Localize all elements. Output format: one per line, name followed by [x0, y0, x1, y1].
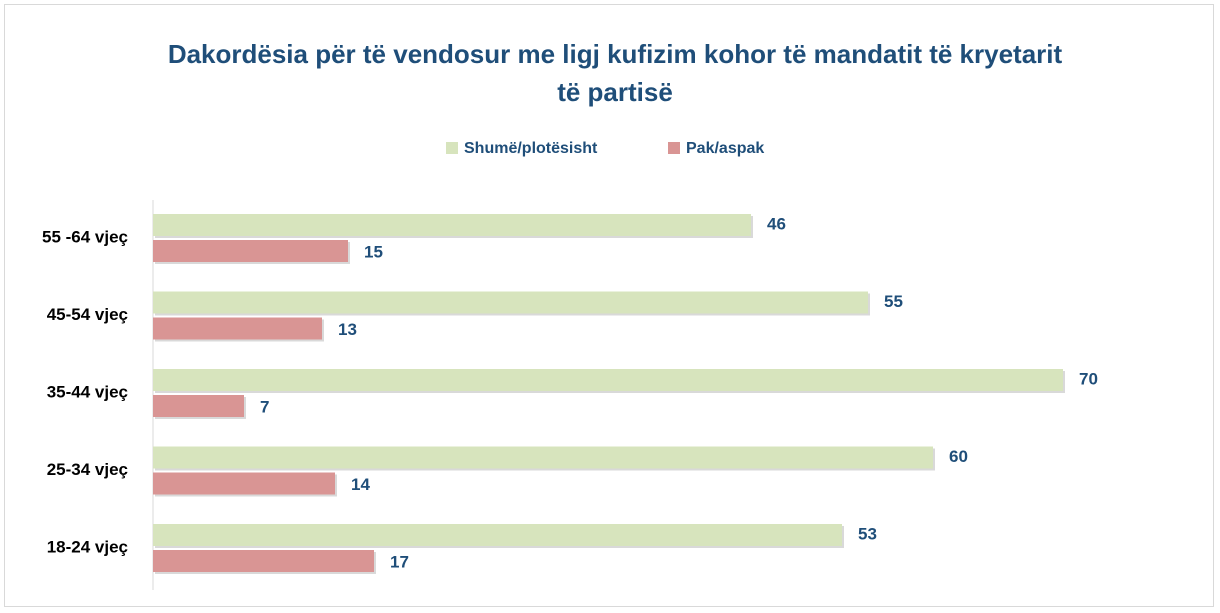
data-label: 46: [767, 214, 786, 233]
bar: [153, 395, 244, 417]
data-label: 14: [351, 475, 370, 494]
y-tick-label: 55 -64 vjeç: [42, 227, 128, 246]
data-label: 53: [858, 524, 877, 543]
bar: [153, 369, 1063, 391]
data-label: 17: [390, 552, 409, 571]
y-tick-label: 25-34 vjeç: [47, 460, 128, 479]
legend-swatch: [446, 142, 458, 154]
bar: [153, 214, 751, 236]
y-tick-label: 18-24 vjeç: [47, 537, 128, 556]
bar: [153, 524, 842, 546]
data-label: 70: [1079, 369, 1098, 388]
y-tick-label: 35-44 vjeç: [47, 382, 128, 401]
data-label: 55: [884, 292, 903, 311]
data-label: 13: [338, 320, 357, 339]
bar: [153, 550, 374, 572]
data-label: 15: [364, 242, 383, 261]
legend-label: Pak/aspak: [686, 140, 764, 157]
chart-title: Dakordësia për të vendosur me ligj kufiz…: [167, 39, 1063, 107]
data-label: 60: [949, 447, 968, 466]
y-tick-label: 45-54 vjeç: [47, 305, 128, 324]
bar: [153, 446, 933, 469]
legend-swatch: [668, 142, 680, 154]
bar: [153, 291, 868, 314]
bar: [153, 240, 348, 262]
bar: [153, 472, 335, 495]
chart-frame: Dakordësia për të vendosur me ligj kufiz…: [4, 4, 1214, 607]
legend-label: Shumë/plotësisht: [464, 140, 598, 157]
bar: [153, 317, 322, 340]
data-label: 7: [260, 397, 269, 416]
